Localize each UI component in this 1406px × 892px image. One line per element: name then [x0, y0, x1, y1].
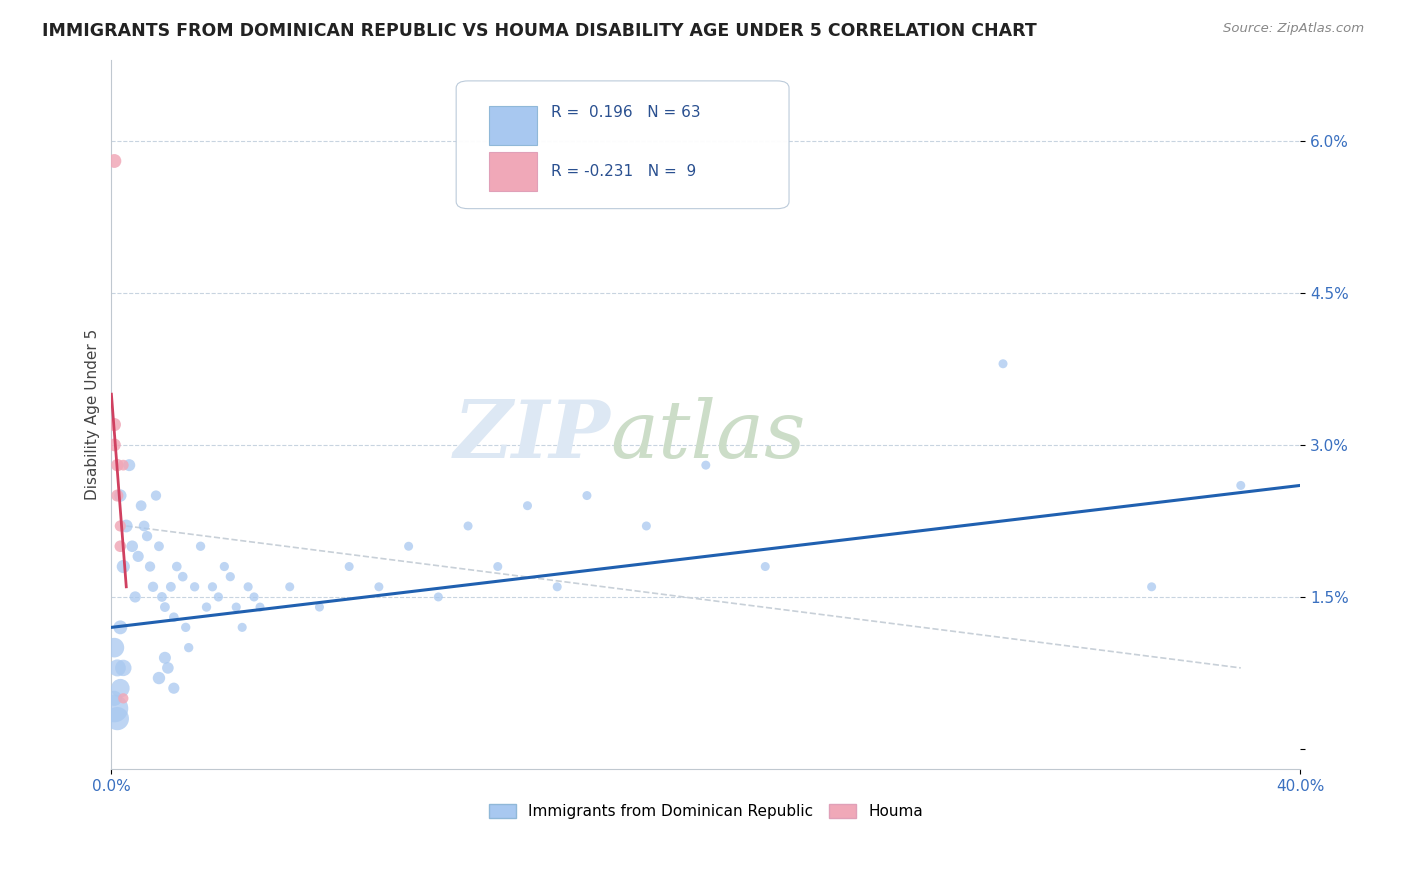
- Point: [427, 590, 450, 604]
- Bar: [489, 106, 537, 145]
- Point: [163, 610, 186, 624]
- Point: [231, 620, 253, 634]
- Point: [105, 458, 128, 472]
- Point: [110, 519, 132, 533]
- Point: [337, 559, 360, 574]
- Point: [516, 499, 538, 513]
- Point: [278, 580, 301, 594]
- Point: [398, 539, 420, 553]
- Point: [201, 580, 224, 594]
- Point: [207, 590, 229, 604]
- Point: [145, 489, 167, 503]
- Point: [183, 580, 205, 594]
- Point: [156, 661, 179, 675]
- Point: [1229, 478, 1251, 492]
- Text: R =  0.196   N = 63: R = 0.196 N = 63: [551, 105, 702, 120]
- Point: [172, 569, 194, 583]
- Point: [225, 600, 247, 615]
- Text: R = -0.231   N =  9: R = -0.231 N = 9: [551, 164, 696, 179]
- Point: [105, 489, 128, 503]
- Point: [575, 489, 598, 503]
- Legend: Immigrants from Dominican Republic, Houma: Immigrants from Dominican Republic, Houm…: [482, 798, 929, 825]
- Point: [219, 569, 242, 583]
- Point: [103, 691, 125, 706]
- Point: [166, 559, 188, 574]
- Point: [174, 620, 197, 634]
- FancyBboxPatch shape: [456, 81, 789, 209]
- Point: [110, 539, 132, 553]
- Point: [148, 539, 170, 553]
- Point: [195, 600, 218, 615]
- Point: [118, 458, 141, 472]
- Point: [1140, 580, 1163, 594]
- Point: [148, 671, 170, 685]
- Point: [486, 559, 509, 574]
- Text: Source: ZipAtlas.com: Source: ZipAtlas.com: [1223, 22, 1364, 36]
- Point: [153, 650, 176, 665]
- Text: IMMIGRANTS FROM DOMINICAN REPUBLIC VS HOUMA DISABILITY AGE UNDER 5 CORRELATION C: IMMIGRANTS FROM DOMINICAN REPUBLIC VS HO…: [42, 22, 1038, 40]
- Point: [112, 691, 135, 706]
- Point: [991, 357, 1014, 371]
- Point: [103, 640, 125, 655]
- Point: [129, 499, 152, 513]
- Point: [112, 458, 135, 472]
- Point: [136, 529, 159, 543]
- Point: [236, 580, 259, 594]
- Point: [103, 417, 125, 432]
- Bar: [489, 152, 537, 191]
- Point: [214, 559, 236, 574]
- Point: [103, 438, 125, 452]
- Point: [153, 600, 176, 615]
- Point: [127, 549, 149, 564]
- Point: [103, 153, 125, 168]
- Point: [150, 590, 173, 604]
- Point: [457, 519, 479, 533]
- Point: [249, 600, 271, 615]
- Point: [695, 458, 717, 472]
- Point: [110, 620, 132, 634]
- Point: [115, 519, 138, 533]
- Point: [112, 559, 135, 574]
- Point: [754, 559, 776, 574]
- Point: [308, 600, 330, 615]
- Point: [121, 539, 143, 553]
- Point: [243, 590, 266, 604]
- Point: [367, 580, 389, 594]
- Point: [546, 580, 568, 594]
- Text: atlas: atlas: [610, 397, 806, 475]
- Text: ZIP: ZIP: [454, 397, 610, 475]
- Point: [190, 539, 212, 553]
- Point: [132, 519, 155, 533]
- Point: [124, 590, 146, 604]
- Point: [139, 559, 162, 574]
- Point: [105, 712, 128, 726]
- Point: [163, 681, 186, 696]
- Point: [112, 661, 135, 675]
- Point: [636, 519, 658, 533]
- Point: [103, 701, 125, 715]
- Point: [105, 661, 128, 675]
- Point: [177, 640, 200, 655]
- Y-axis label: Disability Age Under 5: Disability Age Under 5: [86, 329, 100, 500]
- Point: [160, 580, 183, 594]
- Point: [142, 580, 165, 594]
- Point: [110, 489, 132, 503]
- Point: [110, 681, 132, 696]
